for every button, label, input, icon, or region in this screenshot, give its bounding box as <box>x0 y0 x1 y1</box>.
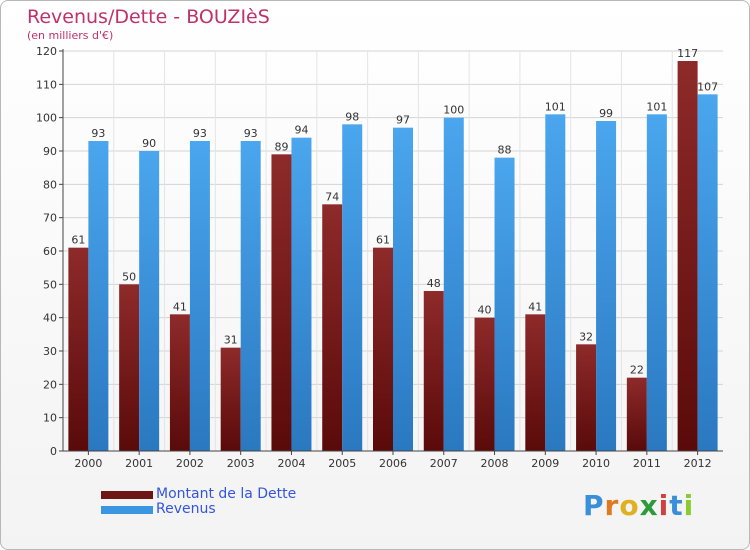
legend-swatch-revenus <box>101 506 153 514</box>
bar-dette <box>677 61 698 451</box>
bar-revenus <box>596 121 617 451</box>
x-tick-label: 2003 <box>227 457 255 470</box>
data-label-dette: 31 <box>224 334 238 347</box>
y-tick-label: 110 <box>36 78 57 91</box>
y-tick-label: 20 <box>43 378 57 391</box>
logo-letter: t <box>669 489 684 522</box>
data-label-revenus: 97 <box>396 114 410 127</box>
bar-revenus <box>393 127 413 452</box>
bar-revenus <box>443 117 464 452</box>
legend-label-revenus: Revenus <box>156 501 216 517</box>
x-tick-label: 2002 <box>176 457 204 470</box>
data-label-revenus: 98 <box>345 110 359 123</box>
data-label-revenus: 101 <box>545 100 566 113</box>
data-label-revenus: 90 <box>142 137 156 150</box>
bar-dette <box>525 314 546 451</box>
data-label-dette: 117 <box>677 47 698 60</box>
y-tick-label: 100 <box>36 112 57 125</box>
bar-dette <box>626 377 647 451</box>
y-tick-label: 60 <box>43 245 57 258</box>
logo-letter: x <box>639 489 659 522</box>
data-label-dette: 61 <box>376 234 390 247</box>
data-label-dette: 89 <box>274 140 288 153</box>
x-tick-label: 2001 <box>125 457 153 470</box>
logo-letter: P <box>583 489 605 522</box>
data-label-revenus: 107 <box>697 80 718 93</box>
data-label-revenus: 100 <box>443 104 464 117</box>
data-label-dette: 48 <box>427 277 441 290</box>
data-label-revenus: 101 <box>646 100 667 113</box>
x-tick-label: 2012 <box>684 457 712 470</box>
chart-subtitle: (en milliers d'€) <box>27 29 114 42</box>
y-tick-label: 10 <box>43 412 57 425</box>
data-label-revenus: 93 <box>193 127 207 140</box>
data-label-dette: 61 <box>71 234 85 247</box>
x-tick-label: 2000 <box>74 457 102 470</box>
bar-dette <box>373 247 393 451</box>
x-tick-label: 2010 <box>582 457 610 470</box>
bar-dette <box>169 314 190 451</box>
x-tick-label: 2007 <box>430 457 458 470</box>
y-tick-label: 50 <box>43 278 57 291</box>
bar-dette <box>220 347 241 451</box>
x-tick-label: 2011 <box>633 457 661 470</box>
data-label-revenus: 93 <box>91 127 105 140</box>
data-label-revenus: 88 <box>498 144 512 157</box>
logo-letter: o <box>619 489 640 522</box>
bar-revenus <box>342 124 363 451</box>
bar-dette <box>271 154 292 452</box>
data-label-dette: 50 <box>122 270 136 283</box>
bar-revenus <box>646 114 667 451</box>
bar-dette <box>322 204 343 451</box>
data-label-dette: 41 <box>173 300 187 313</box>
bar-revenus <box>240 141 261 451</box>
bar-revenus <box>494 157 515 451</box>
bar-dette <box>576 344 597 451</box>
data-label-dette: 22 <box>630 364 644 377</box>
y-tick-label: 90 <box>43 145 57 158</box>
logo-letter: i <box>683 489 695 522</box>
bar-dette <box>68 247 89 451</box>
data-label-revenus: 94 <box>294 124 308 137</box>
data-label-dette: 74 <box>325 190 339 203</box>
y-tick-label: 0 <box>50 445 57 458</box>
legend-label-debt: Montant de la Dette <box>156 486 297 502</box>
x-tick-label: 2008 <box>481 457 509 470</box>
x-tick-label: 2004 <box>277 457 305 470</box>
y-tick-label: 30 <box>43 345 57 358</box>
bar-dette <box>423 291 444 451</box>
y-tick-label: 80 <box>43 178 57 191</box>
data-label-revenus: 93 <box>244 127 258 140</box>
bar-dette <box>119 284 140 451</box>
chart-title: Revenus/Dette - BOUZIèS <box>27 6 270 28</box>
x-tick-label: 2006 <box>379 457 407 470</box>
logo-letter: i <box>658 489 670 522</box>
bar-revenus <box>545 114 566 451</box>
y-tick-label: 70 <box>43 212 57 225</box>
data-label-dette: 40 <box>478 304 492 317</box>
x-tick-label: 2005 <box>328 457 356 470</box>
bar-revenus <box>139 151 160 451</box>
y-tick-label: 40 <box>43 312 57 325</box>
proxiti-logo: Proxiti <box>583 489 694 522</box>
bar-revenus <box>291 137 312 451</box>
data-label-revenus: 99 <box>599 107 613 120</box>
data-label-dette: 41 <box>528 300 542 313</box>
y-tick-label: 120 <box>36 45 57 58</box>
x-tick-label: 2009 <box>531 457 559 470</box>
logo-letter: r <box>604 489 620 522</box>
bar-revenus <box>189 141 210 451</box>
bar-revenus <box>697 94 718 451</box>
legend-swatch-debt <box>101 491 153 499</box>
bar-revenus <box>88 141 109 451</box>
data-label-dette: 32 <box>579 330 593 343</box>
bar-dette <box>474 317 495 451</box>
